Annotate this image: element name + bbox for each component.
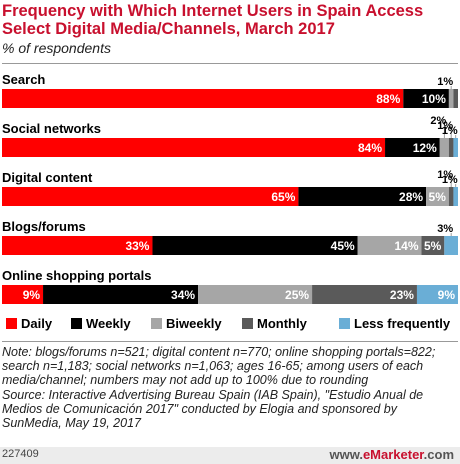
bar-segment xyxy=(448,187,454,206)
data-label: 45% xyxy=(331,239,355,253)
category-label: Blogs/forums xyxy=(2,219,86,234)
chart-id: 227409 xyxy=(2,448,39,460)
data-label: 1% xyxy=(437,120,453,132)
data-label: 28% xyxy=(399,190,423,204)
data-label: 23% xyxy=(390,288,414,302)
data-label: 9% xyxy=(438,288,456,302)
data-label: 14% xyxy=(394,239,418,253)
bar-segment xyxy=(2,236,153,255)
data-label: 5% xyxy=(429,190,447,204)
data-label: 9% xyxy=(23,288,41,302)
bar-segment xyxy=(426,187,449,206)
category-label: Online shopping portals xyxy=(2,268,152,283)
data-label: 10% xyxy=(422,92,446,106)
data-label: 1% xyxy=(437,169,453,181)
bar-segment xyxy=(453,187,458,206)
bar-segment xyxy=(403,89,449,108)
bar-segment xyxy=(2,89,404,108)
legend-label: Weekly xyxy=(86,316,131,331)
legend-swatch xyxy=(71,318,82,329)
data-label: 12% xyxy=(413,141,437,155)
data-label: 65% xyxy=(271,190,295,204)
bar-segment xyxy=(198,285,313,304)
category-label: Search xyxy=(2,72,45,87)
footer-divider xyxy=(2,341,458,342)
legend-swatch xyxy=(6,318,17,329)
data-label: 2% xyxy=(430,115,446,127)
data-label: 5% xyxy=(424,239,442,253)
brand-name: eMarketer xyxy=(362,447,424,462)
top-divider xyxy=(2,63,458,64)
bar-segment xyxy=(453,89,458,108)
footer-bar: 227409 www.eMarketer.com xyxy=(0,447,460,464)
data-label: 84% xyxy=(358,141,382,155)
chart-subtitle: % of respondents xyxy=(2,40,111,56)
legend-swatch xyxy=(339,318,350,329)
emarketer-logo[interactable]: www.eMarketer.com xyxy=(329,447,454,462)
bar-segment xyxy=(421,236,445,255)
bar-segment xyxy=(448,89,454,108)
chart-notes: Note: blogs/forums n=521; digital conten… xyxy=(2,345,456,430)
data-label: 33% xyxy=(125,239,149,253)
legend-label: Biweekly xyxy=(166,316,222,331)
legend-label: Monthly xyxy=(257,316,308,331)
category-label: Social networks xyxy=(2,121,101,136)
data-label: 1% xyxy=(442,174,458,186)
legend-swatch xyxy=(242,318,253,329)
bar-segment xyxy=(152,236,358,255)
bar-segment xyxy=(2,285,44,304)
data-label: 34% xyxy=(171,288,195,302)
bar-segment xyxy=(444,236,458,255)
data-label: 25% xyxy=(285,288,309,302)
bar-segment xyxy=(416,285,458,304)
legend-swatch xyxy=(151,318,162,329)
bar-segment xyxy=(439,138,449,157)
data-label: 88% xyxy=(376,92,400,106)
brand-prefix: www. xyxy=(329,447,363,462)
data-label: 1% xyxy=(442,125,458,137)
bar-segment xyxy=(385,138,440,157)
source-text: Source: Interactive Advertising Bureau S… xyxy=(2,387,424,431)
bar-segment xyxy=(357,236,422,255)
bar-segment xyxy=(298,187,427,206)
bar-segment xyxy=(453,138,458,157)
bar-segment xyxy=(43,285,199,304)
data-label: 3% xyxy=(437,223,453,235)
data-label: 1% xyxy=(437,76,453,88)
bar-segment xyxy=(2,187,299,206)
bar-segment xyxy=(2,138,386,157)
note-text: Note: blogs/forums n=521; digital conten… xyxy=(2,345,436,388)
legend-label: Less frequently xyxy=(354,316,451,331)
bar-segment xyxy=(312,285,417,304)
category-label: Digital content xyxy=(2,170,93,185)
legend-label: Daily xyxy=(21,316,53,331)
bar-segment xyxy=(448,138,454,157)
brand-suffix: .com xyxy=(423,447,454,462)
chart-title: Frequency with Which Internet Users in S… xyxy=(2,2,424,38)
